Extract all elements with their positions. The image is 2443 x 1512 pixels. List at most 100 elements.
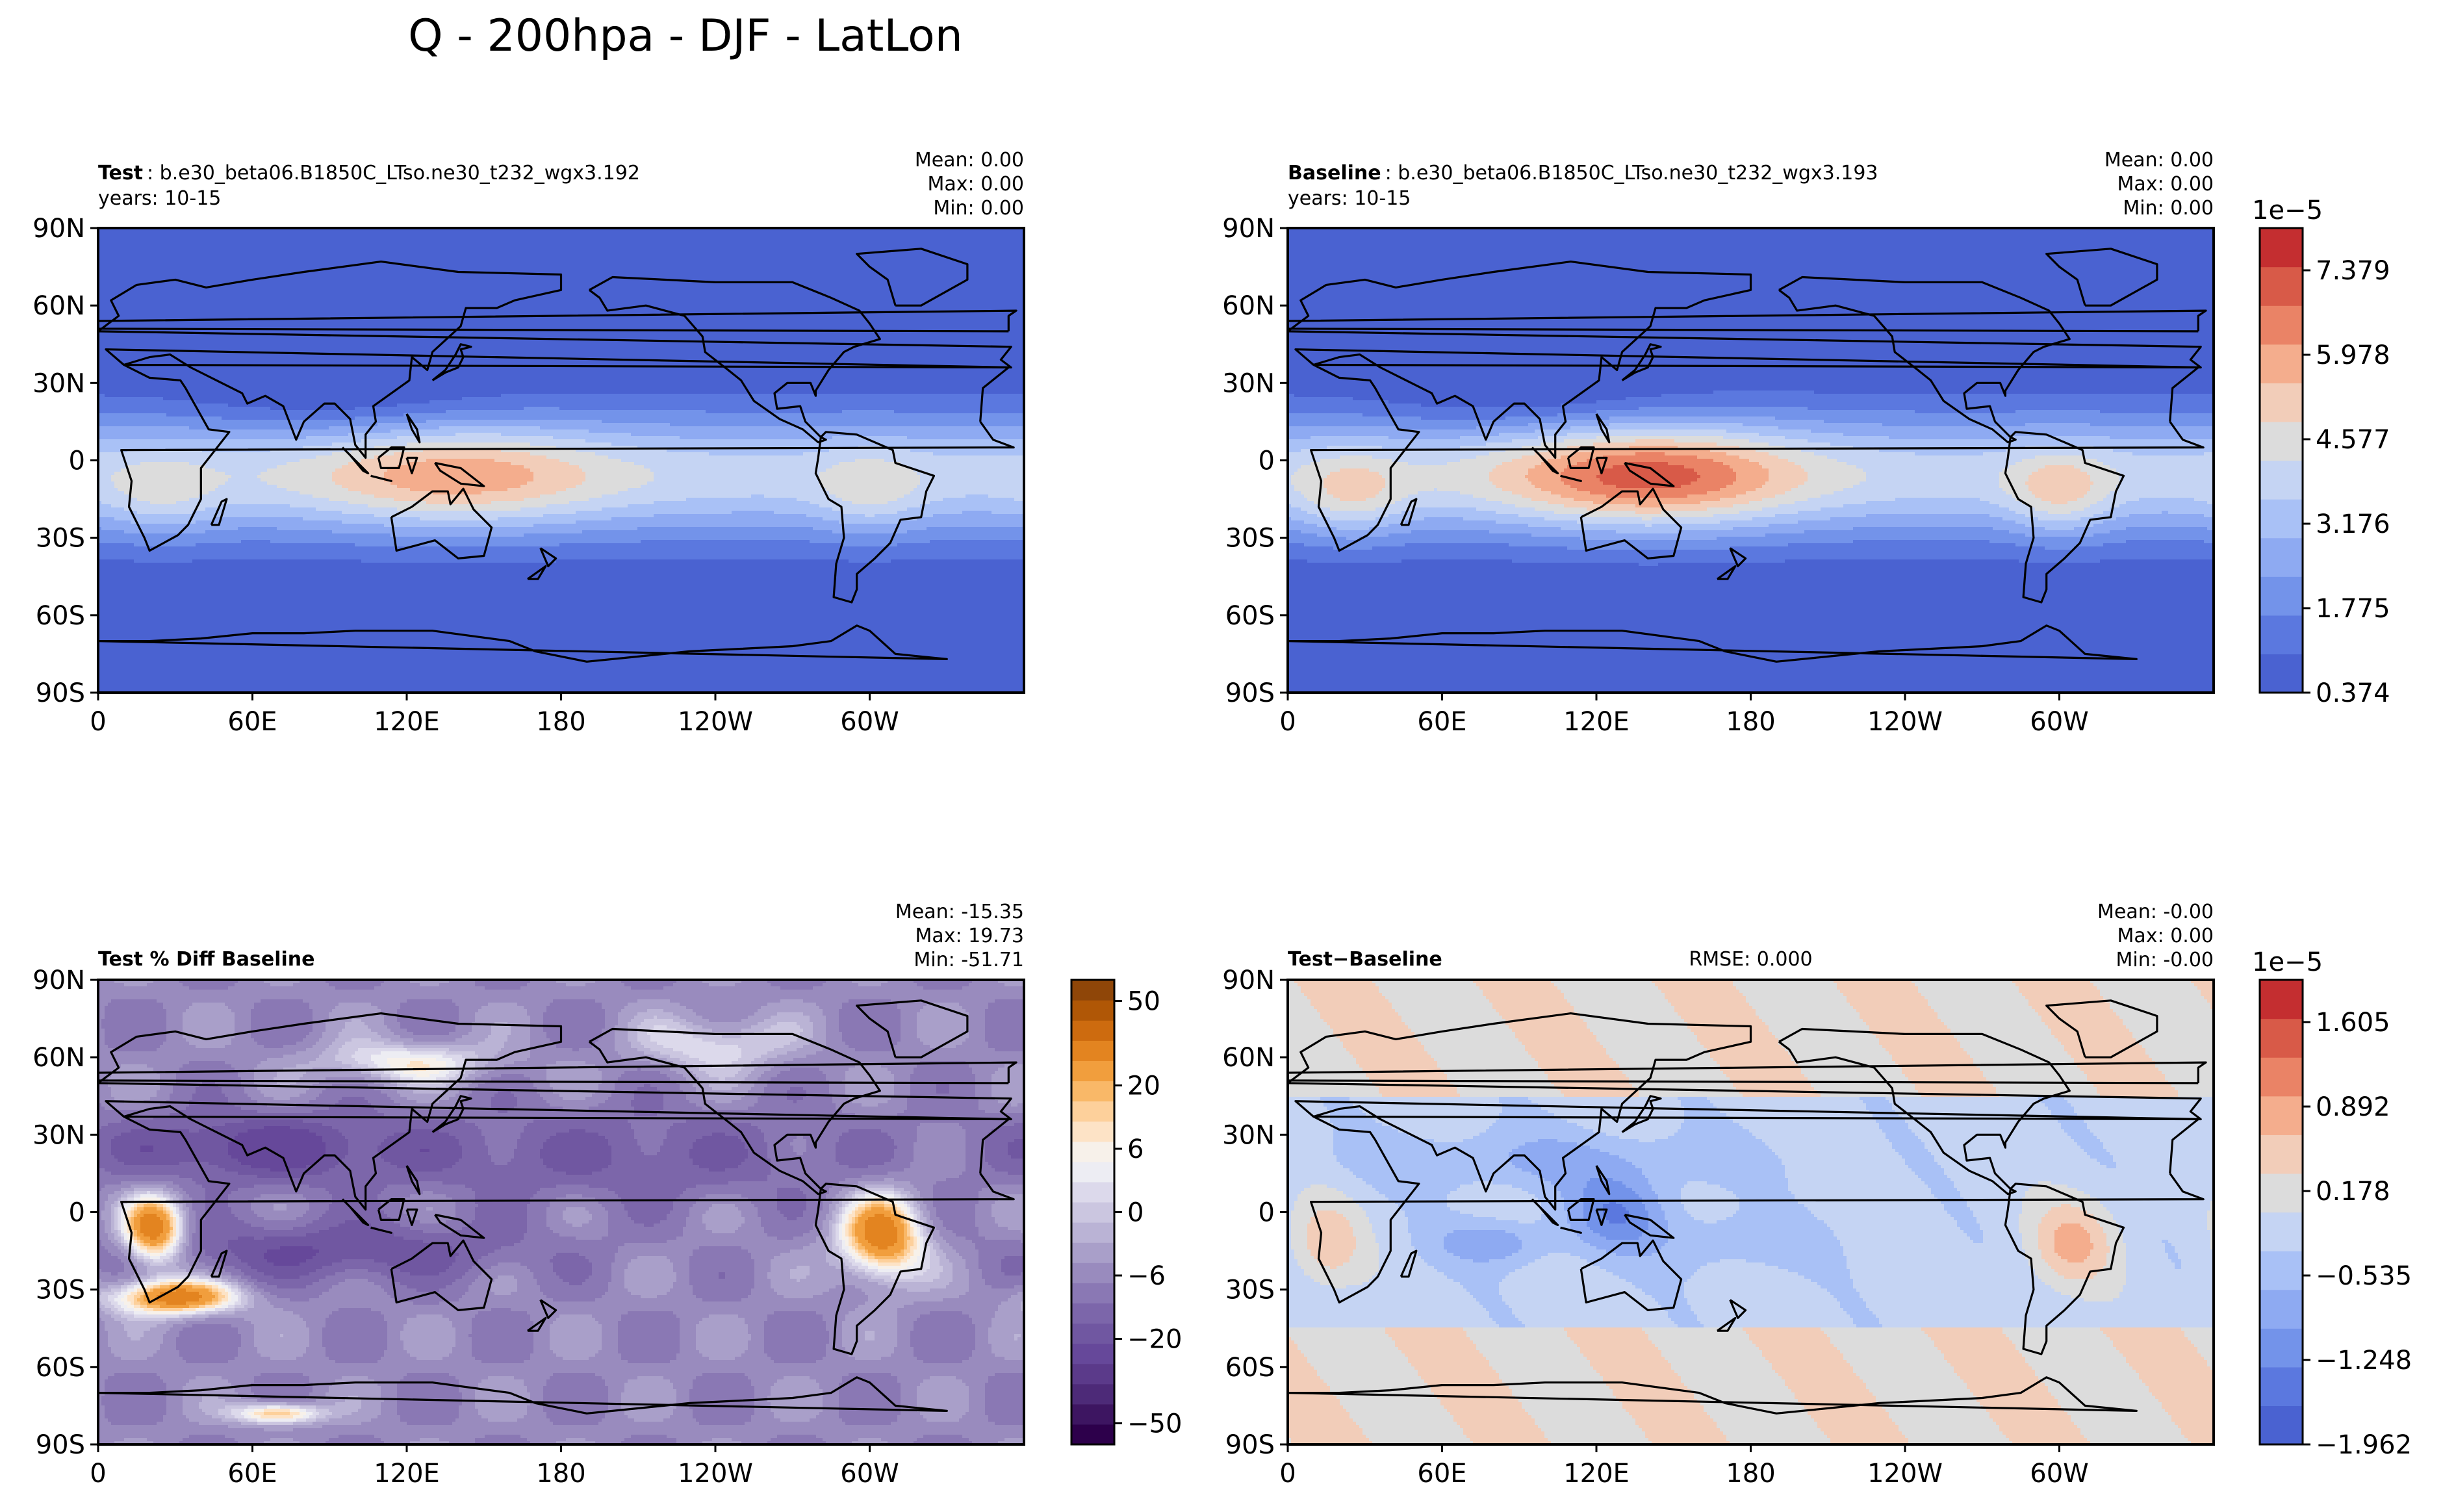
panel-years: years: 10-15 bbox=[1288, 187, 1411, 210]
colorbar-segment bbox=[2260, 537, 2303, 577]
colorbar-tick-label: 0.374 bbox=[2316, 678, 2390, 708]
x-tick-label: 120W bbox=[678, 1459, 753, 1489]
colorbar-segment bbox=[1071, 1383, 1114, 1405]
colorbar-segment bbox=[2260, 615, 2303, 655]
x-tick-label: 120E bbox=[374, 707, 440, 737]
colorbar-segment bbox=[1071, 1424, 1114, 1445]
stat-label: Max: 0.00 bbox=[2117, 173, 2214, 196]
x-tick-label: 60E bbox=[1417, 1459, 1466, 1489]
colorbar-segment bbox=[1071, 1060, 1114, 1082]
colorbar-segment bbox=[1071, 1121, 1114, 1142]
colorbar-segment bbox=[2260, 228, 2303, 268]
colorbar-segment bbox=[2260, 305, 2303, 345]
colorbar-segment bbox=[1071, 1343, 1114, 1365]
colorbar-segment bbox=[1071, 1000, 1114, 1021]
colorbar-segment bbox=[2260, 383, 2303, 422]
y-tick-label: 60S bbox=[1225, 601, 1275, 631]
colorbar-segment bbox=[2260, 344, 2303, 383]
x-tick-label: 60W bbox=[840, 1459, 899, 1489]
colorbar-exponent: 1e−5 bbox=[2252, 196, 2323, 225]
y-tick-label: 30S bbox=[1225, 524, 1275, 554]
stat-label: Min: -0.00 bbox=[2116, 949, 2214, 971]
colorbar-tick-label: 6 bbox=[1127, 1134, 1144, 1164]
colorbar-segment bbox=[1071, 1020, 1114, 1041]
x-tick-label: 0 bbox=[90, 1459, 106, 1489]
y-tick-label: 30N bbox=[32, 368, 85, 398]
y-tick-label: 90N bbox=[32, 966, 85, 995]
x-tick-label: 60W bbox=[840, 707, 899, 737]
colorbar-tick-label: −1.248 bbox=[2316, 1346, 2412, 1376]
colorbar-segment bbox=[2260, 460, 2303, 500]
x-tick-label: 180 bbox=[1726, 707, 1775, 737]
y-tick-label: 60N bbox=[1222, 291, 1275, 321]
coastlines bbox=[98, 248, 1017, 663]
colorbar-segment bbox=[1071, 1262, 1114, 1283]
colorbar-tick-label: 0.892 bbox=[2316, 1092, 2390, 1122]
colorbar-segment bbox=[1071, 980, 1114, 1001]
contour-field bbox=[98, 228, 1024, 693]
y-tick-label: 0 bbox=[69, 1198, 85, 1228]
panel-title: Baseline: b.e30_beta06.B1850C_LTso.ne30_… bbox=[1288, 162, 1878, 185]
x-tick-label: 180 bbox=[1726, 1459, 1775, 1489]
y-tick-label: 30N bbox=[1222, 368, 1275, 398]
colorbar-segment bbox=[2260, 1173, 2303, 1213]
colorbar-segment bbox=[2260, 1096, 2303, 1135]
y-tick-label: 30N bbox=[32, 1120, 85, 1150]
y-tick-label: 90N bbox=[1222, 214, 1275, 244]
x-tick-label: 120E bbox=[1563, 1459, 1630, 1489]
y-tick-label: 60N bbox=[1222, 1043, 1275, 1073]
x-tick-label: 60W bbox=[2030, 1459, 2088, 1489]
colorbar-segment bbox=[2260, 499, 2303, 539]
colorbar-segment bbox=[1071, 1242, 1114, 1263]
y-tick-label: 60N bbox=[32, 291, 85, 321]
colorbar-segment bbox=[2260, 266, 2303, 306]
stat-label: Mean: -0.00 bbox=[2097, 901, 2214, 923]
x-tick-label: 60E bbox=[227, 1459, 277, 1489]
colorbar-baseline: 0.374 1.775 3.176 4.577 5.978 7.379 1e−5 bbox=[2252, 196, 2390, 708]
colorbar-tick-label: −0.535 bbox=[2316, 1261, 2412, 1291]
colorbar-segment bbox=[1071, 1101, 1114, 1122]
colorbar-segment bbox=[2260, 1366, 2303, 1407]
colorbar-tick-label: 1.775 bbox=[2316, 594, 2390, 624]
panel-title: Test−Baseline bbox=[1288, 948, 1442, 971]
y-tick-label: 60N bbox=[32, 1043, 85, 1073]
colorbar-tick-label: 20 bbox=[1127, 1071, 1160, 1101]
colorbar-segment bbox=[2260, 1134, 2303, 1174]
y-tick-label: 30S bbox=[1225, 1275, 1275, 1305]
y-tick-label: 90S bbox=[1225, 1430, 1275, 1460]
stat-label: Max: 0.00 bbox=[928, 173, 1024, 196]
y-tick-label: 90S bbox=[1225, 678, 1275, 708]
colorbar-pctdiff: −50 −20 −6 0 6 20 50 bbox=[1070, 979, 1182, 1446]
coastlines bbox=[98, 999, 1017, 1415]
stat-label: Max: 0.00 bbox=[2117, 925, 2214, 947]
coastlines bbox=[1288, 248, 2207, 663]
figure-title: Q - 200hpa - DJF - LatLon bbox=[408, 10, 963, 62]
colorbar-tick-label: 7.379 bbox=[2316, 256, 2390, 286]
colorbar-segment bbox=[2260, 1289, 2303, 1329]
contour-field bbox=[1288, 228, 2214, 693]
y-tick-label: 90N bbox=[32, 214, 85, 244]
y-tick-label: 30S bbox=[36, 524, 85, 554]
colorbar-segment bbox=[1071, 1363, 1114, 1385]
colorbar-tick-label: −1.962 bbox=[2316, 1430, 2412, 1460]
colorbar-tick-label: 0 bbox=[1127, 1198, 1144, 1228]
panel-years: years: 10-15 bbox=[98, 187, 221, 210]
colorbar-tick-label: 0.178 bbox=[2316, 1177, 2390, 1207]
x-tick-label: 60W bbox=[2030, 707, 2088, 737]
colorbar-tick-label: 5.978 bbox=[2316, 340, 2390, 370]
panel-title: Test % Diff Baseline bbox=[98, 948, 315, 971]
y-tick-label: 90S bbox=[36, 678, 85, 708]
colorbar-segment bbox=[1071, 1201, 1114, 1223]
colorbar-segment bbox=[1071, 1222, 1114, 1243]
colorbar-segment bbox=[2260, 1212, 2303, 1251]
x-tick-label: 60E bbox=[1417, 707, 1466, 737]
x-tick-label: 60E bbox=[227, 707, 277, 737]
y-tick-label: 0 bbox=[1259, 1198, 1275, 1228]
x-tick-label: 0 bbox=[90, 707, 106, 737]
x-tick-label: 120W bbox=[1867, 707, 1943, 737]
x-tick-label: 180 bbox=[536, 1459, 585, 1489]
